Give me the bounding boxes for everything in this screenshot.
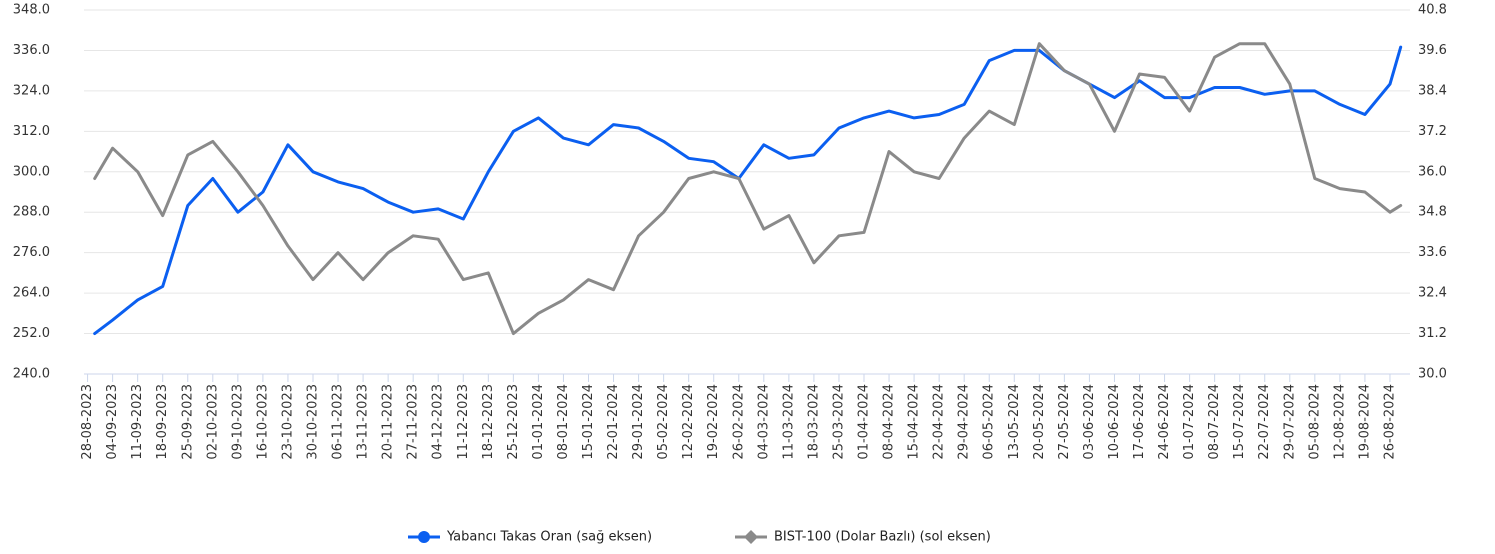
y-tick-label: 300.0 — [13, 164, 50, 179]
x-tick-label: 28-08-2023 — [80, 384, 95, 460]
x-tick-label: 29-07-2024 — [1282, 384, 1297, 460]
legend-item[interactable]: BIST-100 (Dolar Bazlı) (sol eksen) — [735, 530, 991, 545]
y2-tick-label: 36.0 — [1418, 164, 1447, 179]
x-tick-label: 08-01-2024 — [556, 384, 571, 460]
x-tick-label: 04-09-2023 — [105, 384, 120, 460]
legend-item[interactable]: Yabancı Takas Oran (sağ eksen) — [408, 530, 652, 545]
y-tick-label: 336.0 — [13, 43, 50, 58]
legend-marker — [744, 530, 758, 544]
x-tick-label: 15-07-2024 — [1232, 384, 1247, 460]
x-tick-label: 19-08-2024 — [1357, 384, 1372, 460]
y2-tick-label: 30.0 — [1418, 367, 1447, 382]
y2-tick-label: 34.8 — [1418, 205, 1447, 220]
x-tick-label: 27-05-2024 — [1057, 384, 1072, 460]
y-tick-label: 348.0 — [13, 3, 50, 18]
x-tick-label: 22-07-2024 — [1257, 384, 1272, 460]
x-tick-label: 15-04-2024 — [907, 384, 922, 460]
y2-tick-label: 32.4 — [1418, 286, 1447, 301]
x-tick-label: 08-07-2024 — [1207, 384, 1222, 460]
y-tick-label: 276.0 — [13, 245, 50, 260]
x-tick-label: 20-11-2023 — [381, 384, 396, 460]
x-tick-label: 29-01-2024 — [631, 384, 646, 460]
x-tick-label: 25-03-2024 — [831, 384, 846, 460]
x-tick-label: 19-02-2024 — [706, 384, 721, 460]
x-tick-label: 26-02-2024 — [731, 384, 746, 460]
x-tick-label: 10-06-2024 — [1107, 384, 1122, 460]
y-tick-label: 324.0 — [13, 83, 50, 98]
x-tick-label: 08-04-2024 — [882, 384, 897, 460]
x-tick-label: 18-12-2023 — [481, 384, 496, 460]
x-tick-label: 30-10-2023 — [305, 384, 320, 460]
x-tick-label: 12-02-2024 — [681, 384, 696, 460]
x-tick-label: 22-01-2024 — [606, 384, 621, 460]
x-tick-label: 16-10-2023 — [255, 384, 270, 460]
y-tick-label: 240.0 — [13, 367, 50, 382]
x-tick-label: 26-08-2024 — [1382, 384, 1397, 460]
y2-tick-label: 33.6 — [1418, 245, 1447, 260]
x-tick-label: 22-04-2024 — [932, 384, 947, 460]
x-tick-label: 01-01-2024 — [531, 384, 546, 460]
y-tick-label: 288.0 — [13, 205, 50, 220]
x-tick-label: 05-02-2024 — [656, 384, 671, 460]
x-tick-label: 13-11-2023 — [356, 384, 371, 460]
y2-tick-label: 37.2 — [1418, 124, 1447, 139]
x-tick-label: 05-08-2024 — [1307, 384, 1322, 460]
y-tick-label: 264.0 — [13, 286, 50, 301]
x-tick-label: 03-06-2024 — [1082, 384, 1097, 460]
legend-label: BIST-100 (Dolar Bazlı) (sol eksen) — [774, 530, 991, 545]
x-tick-label: 12-08-2024 — [1332, 384, 1347, 460]
x-tick-label: 18-03-2024 — [806, 384, 821, 460]
x-tick-label: 01-04-2024 — [857, 384, 872, 460]
x-tick-label: 04-12-2023 — [431, 384, 446, 460]
x-tick-label: 13-05-2024 — [1007, 384, 1022, 460]
x-tick-label: 25-09-2023 — [180, 384, 195, 460]
x-tick-label: 02-10-2023 — [205, 384, 220, 460]
x-tick-label: 18-09-2023 — [155, 384, 170, 460]
y2-tick-label: 39.6 — [1418, 43, 1447, 58]
x-tick-label: 17-06-2024 — [1132, 384, 1147, 460]
y2-tick-label: 31.2 — [1418, 326, 1447, 341]
y-tick-label: 252.0 — [13, 326, 50, 341]
x-tick-label: 01-07-2024 — [1182, 384, 1197, 460]
x-tick-label: 11-09-2023 — [130, 384, 145, 460]
y2-tick-label: 38.4 — [1418, 83, 1447, 98]
x-tick-label: 11-12-2023 — [456, 384, 471, 460]
x-tick-label: 20-05-2024 — [1032, 384, 1047, 460]
legend-marker — [418, 531, 430, 543]
x-tick-label: 06-05-2024 — [982, 384, 997, 460]
x-tick-label: 15-01-2024 — [581, 384, 596, 460]
x-tick-label: 25-12-2023 — [506, 384, 521, 460]
x-tick-label: 27-11-2023 — [406, 384, 421, 460]
y2-tick-label: 40.8 — [1418, 3, 1447, 18]
x-tick-label: 04-03-2024 — [756, 384, 771, 460]
x-tick-label: 06-11-2023 — [331, 384, 346, 460]
x-tick-label: 09-10-2023 — [230, 384, 245, 460]
x-tick-label: 29-04-2024 — [957, 384, 972, 460]
legend: Yabancı Takas Oran (sağ eksen) BIST-100 (… — [408, 530, 991, 545]
x-tick-label: 24-06-2024 — [1157, 384, 1172, 460]
x-tick-label: 11-03-2024 — [781, 384, 796, 460]
legend-label: Yabancı Takas Oran (sağ eksen) — [446, 530, 652, 545]
y-tick-label: 312.0 — [13, 124, 50, 139]
x-tick-label: 23-10-2023 — [280, 384, 295, 460]
series-line — [93, 42, 1403, 336]
series-line — [93, 45, 1403, 336]
